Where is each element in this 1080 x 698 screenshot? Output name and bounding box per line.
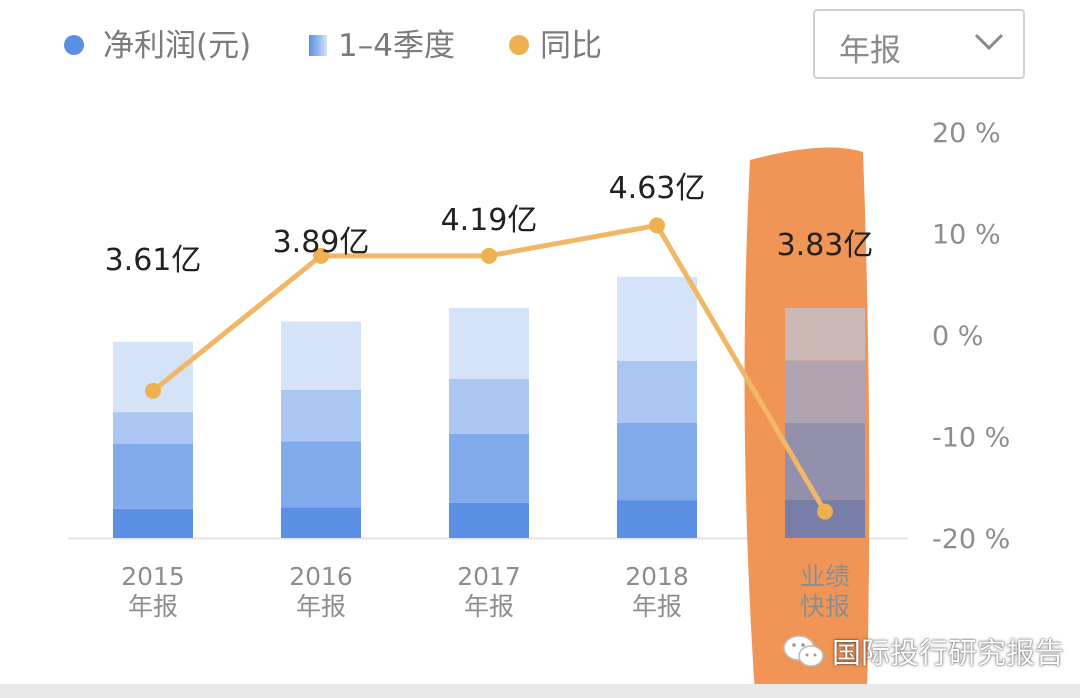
bars xyxy=(113,276,865,538)
legend-item-yoy[interactable]: 同比 xyxy=(509,28,602,64)
x-tick-sublabel: 年报 xyxy=(464,592,514,621)
yoy-point[interactable] xyxy=(817,503,833,520)
y-tick-label: 10 % xyxy=(932,220,1001,251)
yoy-point[interactable] xyxy=(649,217,665,234)
bar-value-label: 3.83亿 xyxy=(777,228,874,263)
bar-segment-q4[interactable] xyxy=(449,307,529,379)
legend-profit-label: 净利润(元) xyxy=(103,28,251,64)
x-tick-label: 业绩 xyxy=(800,562,850,591)
y-tick-label: 20 % xyxy=(932,118,1001,149)
legend-item-quarters[interactable]: 1–4季度 xyxy=(309,28,455,64)
bar-segment-q2[interactable] xyxy=(617,422,697,501)
bar-group-2[interactable] xyxy=(449,307,529,538)
bar-group-3[interactable] xyxy=(617,276,697,538)
bottom-divider xyxy=(0,684,1080,698)
legend-yoy-label: 同比 xyxy=(540,28,602,64)
bar-segment-q3[interactable] xyxy=(449,378,529,434)
x-tick-sublabel: 年报 xyxy=(296,592,346,621)
legend-item-profit[interactable]: 净利润(元) xyxy=(64,28,251,64)
bar-highlight-tint xyxy=(785,307,865,538)
chevron-down-icon xyxy=(974,33,1004,51)
bar-segment-q2[interactable] xyxy=(113,443,193,509)
yoy-point[interactable] xyxy=(313,247,329,264)
bar-value-label: 4.19亿 xyxy=(441,203,538,238)
bar-segment-q2[interactable] xyxy=(449,433,529,503)
bar-segment-q1[interactable] xyxy=(449,502,529,538)
wechat-icon xyxy=(783,635,824,667)
period-select[interactable]: 年报 xyxy=(813,9,1025,79)
bar-group-4[interactable] xyxy=(785,307,865,538)
watermark-text: 国际投行研究报告 xyxy=(832,636,1065,670)
value-labels: 3.61亿 3.89亿 4.19亿 4.63亿 3.83亿 xyxy=(105,171,874,278)
x-tick-label: 2015 xyxy=(121,562,185,591)
bar-segment-q3[interactable] xyxy=(617,360,697,423)
bar-segment-q3[interactable] xyxy=(113,412,193,444)
bar-value-label: 3.61亿 xyxy=(105,243,202,278)
bar-segment-q4[interactable] xyxy=(113,341,193,413)
legend-quarters-label: 1–4季度 xyxy=(338,28,455,64)
bar-segment-q1[interactable] xyxy=(281,507,361,538)
bar-value-label: 4.63亿 xyxy=(609,171,706,206)
y-tick-label: -10 % xyxy=(932,423,1010,454)
legend: 净利润(元) 1–4季度 同比 xyxy=(64,28,602,64)
bar-group-1[interactable] xyxy=(281,321,361,538)
y-axis-right: 20 % 10 % 0 % -10 % -20 % xyxy=(932,118,1010,555)
bar-segment-q4[interactable] xyxy=(617,276,697,361)
x-tick-sublabel: 快报 xyxy=(800,592,850,621)
x-tick-label: 2018 xyxy=(625,562,689,591)
bar-segment-q3[interactable] xyxy=(785,360,865,423)
x-tick-sublabel: 年报 xyxy=(632,592,682,621)
x-tick-label: 2016 xyxy=(289,562,353,591)
legend-profit-marker xyxy=(64,35,84,55)
yoy-point[interactable] xyxy=(145,382,161,399)
period-select-value: 年报 xyxy=(839,33,901,69)
bar-segment-q1[interactable] xyxy=(113,508,193,538)
bar-segment-q4[interactable] xyxy=(281,321,361,390)
y-tick-label: 0 % xyxy=(932,321,983,352)
x-tick-sublabel: 年报 xyxy=(128,592,178,621)
bar-segment-q4[interactable] xyxy=(785,307,865,361)
bar-group-0[interactable] xyxy=(113,341,193,538)
bar-segment-q1[interactable] xyxy=(617,500,697,538)
yoy-point[interactable] xyxy=(481,247,497,264)
bar-segment-q2[interactable] xyxy=(281,441,361,508)
yoy-series xyxy=(145,217,833,520)
bar-value-label: 3.89亿 xyxy=(273,225,370,260)
bar-segment-q3[interactable] xyxy=(281,389,361,442)
x-tick-label: 2017 xyxy=(457,562,521,591)
y-tick-label: -20 % xyxy=(932,524,1010,555)
legend-quarters-marker xyxy=(309,35,327,56)
legend-yoy-marker xyxy=(509,35,529,55)
watermark: 国际投行研究报告 xyxy=(782,630,1064,672)
